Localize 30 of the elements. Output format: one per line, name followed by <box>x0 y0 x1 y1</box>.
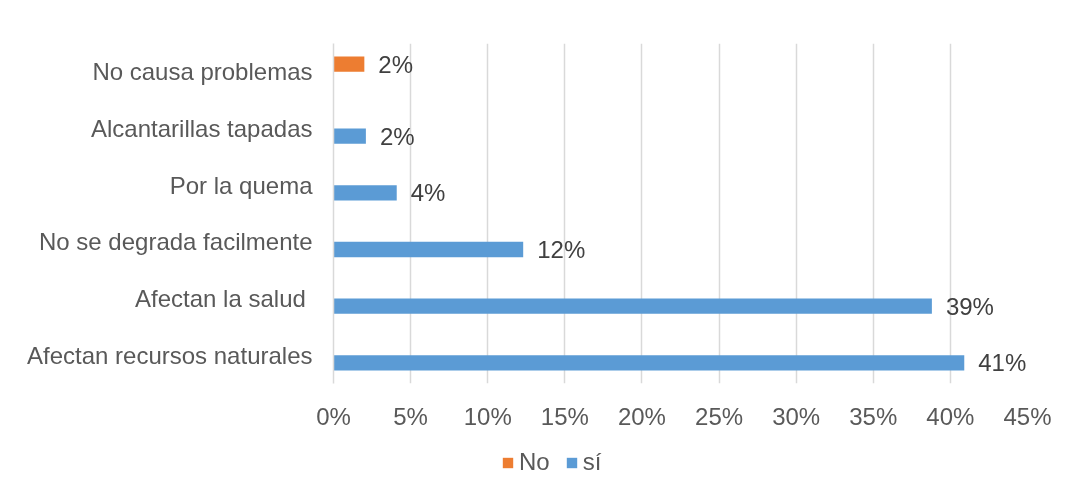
x-tick-label: 10% <box>463 402 512 430</box>
x-tick-label: 20% <box>617 402 666 430</box>
data-label: 2% <box>378 50 414 78</box>
x-tick-label: 40% <box>926 402 975 430</box>
y-tick-label: No causa problemas <box>92 58 313 86</box>
bar <box>333 128 366 144</box>
x-tick-label: 0% <box>316 402 351 430</box>
y-tick-label: Afectan recursos naturales <box>27 341 313 369</box>
data-label: 12% <box>537 235 586 263</box>
data-label: 4% <box>410 179 446 207</box>
y-tick-label: No se degrada facilmente <box>39 228 313 256</box>
data-label: 2% <box>379 122 415 150</box>
x-tick-label: 15% <box>540 402 589 430</box>
x-tick-label: 30% <box>772 402 821 430</box>
x-tick-label: 25% <box>695 402 744 430</box>
y-tick-label: Por la quema <box>169 171 314 199</box>
data-label: 39% <box>945 292 994 320</box>
bar <box>333 298 932 314</box>
x-tick-label: 45% <box>1003 402 1052 430</box>
legend-label: sí <box>582 448 603 476</box>
y-tick-label: Afectan la salud <box>135 285 306 312</box>
data-label: 41% <box>978 349 1027 377</box>
legend-label: No <box>519 448 550 476</box>
x-tick-label: 35% <box>849 402 898 430</box>
bar <box>333 185 397 201</box>
bar <box>333 56 365 72</box>
bar <box>333 355 965 371</box>
bar <box>333 241 524 258</box>
x-tick-label: 5% <box>393 402 428 430</box>
y-tick-label: Alcantarillas tapadas <box>91 115 313 142</box>
